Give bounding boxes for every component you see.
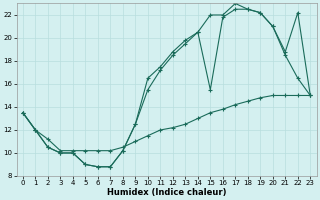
X-axis label: Humidex (Indice chaleur): Humidex (Indice chaleur) (107, 188, 226, 197)
